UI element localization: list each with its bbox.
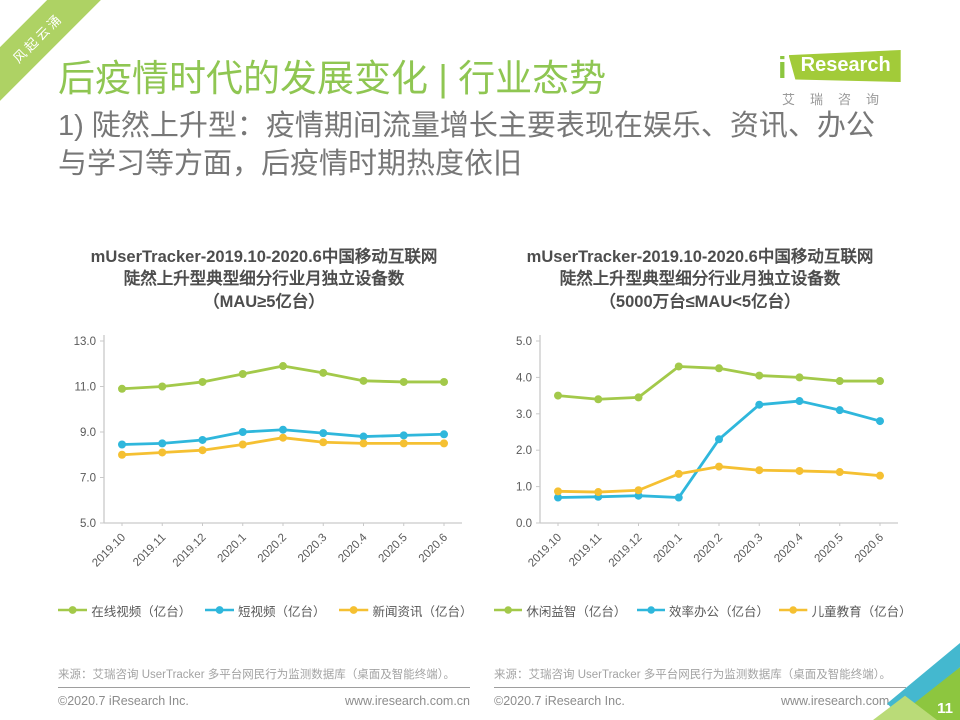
website-text: www.iresearch.com.cn — [780, 693, 906, 708]
website-text: www.iresearch.com.cn — [344, 693, 470, 708]
corner-decoration: 11 — [860, 610, 960, 720]
svg-text:2019.10: 2019.10 — [90, 531, 128, 569]
svg-text:3.0: 3.0 — [516, 409, 532, 421]
source-note-right: 来源：艾瑞咨询 UserTracker 多平台网民行为监测数据库（桌面及智能终端… — [494, 666, 906, 688]
svg-text:13.0: 13.0 — [74, 336, 96, 348]
slide-subtitle: 1) 陡然上升型：疫情期间流量增长主要表现在娱乐、资讯、办公与学习等方面，后疫情… — [58, 110, 875, 180]
legend-label: 在线视频（亿台） — [91, 604, 192, 619]
svg-text:2.0: 2.0 — [516, 445, 532, 457]
source-note-left: 来源：艾瑞咨询 UserTracker 多平台网民行为监测数据库（桌面及智能终端… — [58, 666, 470, 688]
legend-marker-icon — [339, 606, 369, 615]
legend-label: 休闲益智（亿台） — [526, 604, 627, 619]
svg-text:4.0: 4.0 — [516, 372, 532, 384]
svg-text:2019.12: 2019.12 — [607, 531, 645, 569]
chart-title-right: mUserTracker-2019.10-2020.6中国移动互联网 陡然上升型… — [526, 248, 874, 311]
svg-text:2020.6: 2020.6 — [853, 531, 886, 564]
footer-row-right: ©2020.7 iResearch Inc. www.iresearch.com… — [494, 688, 906, 708]
legend-marker-icon — [204, 606, 234, 615]
chart-column-right: mUserTracker-2019.10-2020.6中国移动互联网 陡然上升型… — [494, 246, 912, 708]
iresearch-logo: i Research 艾瑞咨询 — [778, 50, 910, 108]
chart-title-left: mUserTracker-2019.10-2020.6中国移动互联网 陡然上升型… — [90, 248, 438, 311]
legend-label: 短视频（亿台） — [237, 604, 326, 619]
legend-marker-icon — [494, 606, 523, 615]
legend-marker-icon — [636, 606, 665, 615]
svg-text:2019.11: 2019.11 — [131, 531, 168, 568]
page-title: 后疫情时代的发展变化 | 行业态势 — [58, 58, 607, 99]
svg-text:0.0: 0.0 — [516, 518, 532, 530]
chart-column-left: mUserTracker-2019.10-2020.6中国移动互联网 陡然上升型… — [58, 246, 473, 708]
page-number: 11 — [937, 700, 953, 717]
svg-text:1.0: 1.0 — [516, 481, 532, 493]
svg-text:2020.4: 2020.4 — [772, 531, 806, 565]
legend-item: 儿童教育（亿台） — [779, 601, 912, 620]
legend-marker-icon — [58, 606, 88, 615]
svg-text:9.0: 9.0 — [80, 427, 96, 439]
legend-marker-icon — [779, 606, 808, 615]
copyright-text: ©2020.7 iResearch Inc. — [494, 693, 625, 708]
svg-text:2020.4: 2020.4 — [336, 531, 370, 565]
svg-text:2020.2: 2020.2 — [692, 531, 725, 564]
footer-row-left: ©2020.7 iResearch Inc. www.iresearch.com… — [58, 688, 470, 708]
svg-text:2020.3: 2020.3 — [732, 531, 765, 564]
legend-item: 休闲益智（亿台） — [494, 601, 627, 620]
svg-text:2019.11: 2019.11 — [567, 531, 604, 568]
legend-label: 儿童教育（亿台） — [811, 604, 912, 619]
charts-area: mUserTracker-2019.10-2020.6中国移动互联网 陡然上升型… — [58, 246, 912, 708]
logo-parallelogram: Research — [788, 50, 901, 82]
svg-text:2020.6: 2020.6 — [417, 531, 450, 564]
legend-item: 短视频（亿台） — [204, 601, 326, 620]
copyright-text: ©2020.7 iResearch Inc. — [58, 693, 189, 708]
svg-text:2019.10: 2019.10 — [526, 531, 564, 569]
logo-chinese-name: 艾瑞咨询 — [782, 92, 895, 107]
legend-item: 新闻资讯（亿台） — [339, 601, 473, 620]
legend-label: 新闻资讯（亿台） — [372, 604, 473, 619]
legend-item: 在线视频（亿台） — [58, 601, 192, 620]
logo-i-glyph: i — [778, 50, 787, 85]
svg-text:2019.12: 2019.12 — [171, 531, 209, 569]
svg-text:2020.3: 2020.3 — [296, 531, 329, 564]
legend-item: 效率办公（亿台） — [636, 601, 769, 620]
chart-legend-right: 休闲益智（亿台） 效率办公（亿台） 儿童教育（亿台） — [494, 601, 912, 620]
svg-text:7.0: 7.0 — [80, 472, 96, 484]
svg-text:2020.5: 2020.5 — [377, 531, 410, 564]
legend-label: 效率办公（亿台） — [668, 604, 769, 619]
svg-text:2020.1: 2020.1 — [652, 531, 685, 564]
line-chart-left: 5.0 7.0 9.0 11.0 13.0 2019.10 2019.11 2019.12 20… — [58, 327, 470, 577]
line-chart-right: 0.0 1.0 2.0 3.0 4.0 5.0 2019.10 2019.11 2019.12 2… — [494, 327, 906, 577]
svg-text:5.0: 5.0 — [80, 518, 96, 530]
svg-text:2020.2: 2020.2 — [256, 531, 289, 564]
svg-text:11.0: 11.0 — [74, 381, 96, 393]
logo-brand-name: Research — [800, 54, 891, 76]
chart-legend-left: 在线视频（亿台） 短视频（亿台） 新闻资讯（亿台） — [58, 601, 473, 620]
svg-text:5.0: 5.0 — [516, 336, 532, 348]
svg-text:2020.5: 2020.5 — [813, 531, 846, 564]
svg-text:2020.1: 2020.1 — [216, 531, 249, 564]
